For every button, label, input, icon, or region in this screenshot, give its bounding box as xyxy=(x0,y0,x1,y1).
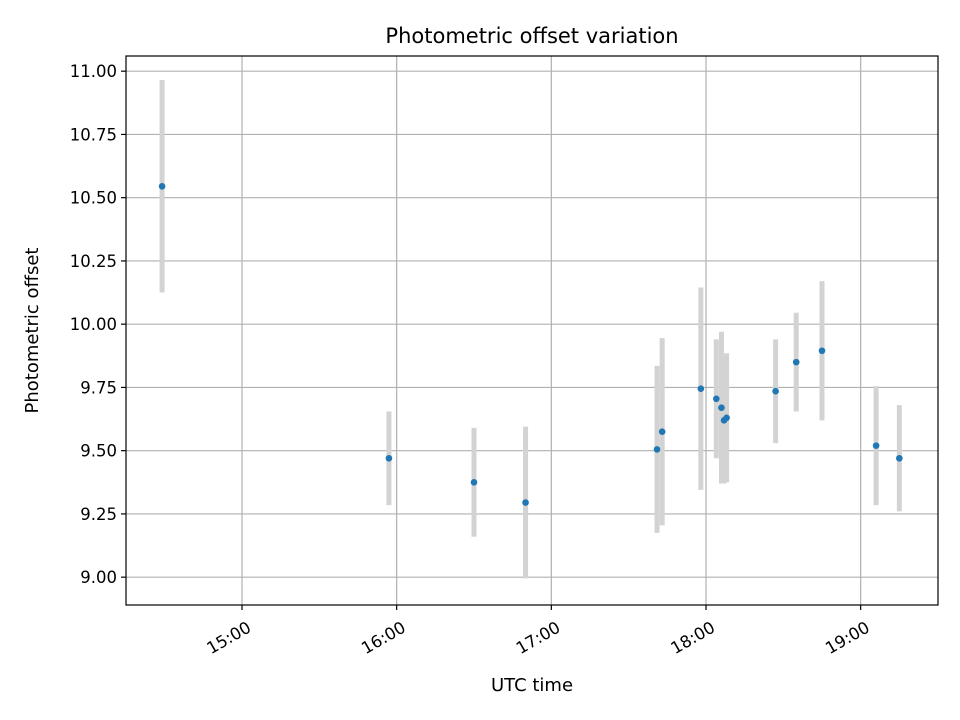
data-point xyxy=(385,454,393,462)
grid xyxy=(126,56,938,605)
data-point xyxy=(522,499,529,506)
y-tick-label: 9.50 xyxy=(80,442,117,461)
data-point xyxy=(697,385,705,392)
x-axis-title: UTC time xyxy=(491,675,573,696)
y-tick-label: 10.25 xyxy=(70,252,117,271)
chart-title: Photometric offset variation xyxy=(385,24,678,48)
data-point xyxy=(723,414,730,422)
data-point xyxy=(653,446,661,453)
y-tick-label: 9.75 xyxy=(80,378,117,397)
data-points xyxy=(158,182,903,506)
y-tick-label: 10.00 xyxy=(70,315,117,334)
y-tick-label: 10.75 xyxy=(70,125,117,144)
data-point xyxy=(718,404,725,411)
data-point xyxy=(713,395,720,403)
data-point xyxy=(818,347,826,355)
data-point xyxy=(470,478,478,486)
data-point xyxy=(658,428,666,435)
y-axis-title: Photometric offset xyxy=(22,248,43,414)
y-tick-label: 9.00 xyxy=(80,568,117,587)
data-point xyxy=(792,358,800,366)
data-point xyxy=(872,442,880,449)
data-point xyxy=(896,454,903,462)
plot-area-frame xyxy=(125,55,939,606)
data-point xyxy=(772,387,779,395)
y-tick-label: 11.00 xyxy=(70,62,117,81)
y-tick-label: 10.50 xyxy=(70,189,117,208)
data-point xyxy=(158,182,166,190)
y-tick-label: 9.25 xyxy=(80,505,117,524)
